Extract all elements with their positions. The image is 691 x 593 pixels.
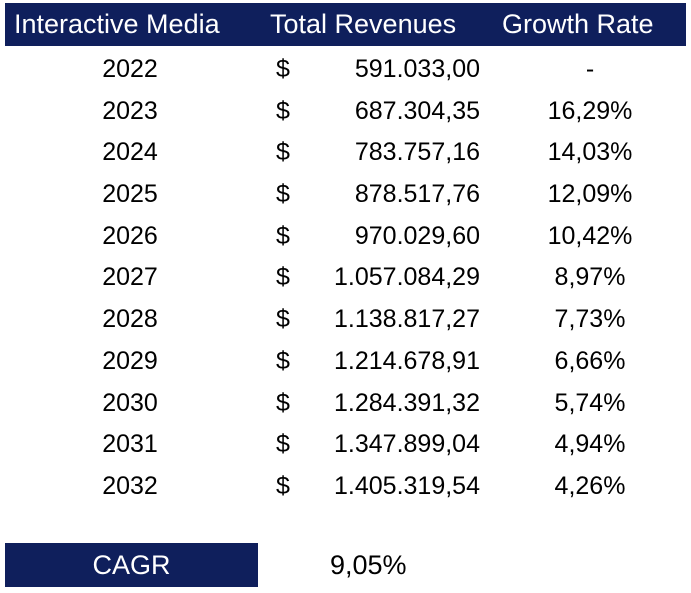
table-header: Interactive Media Total Revenues Growth … [5, 3, 686, 46]
growth-rate-cell: - [585, 55, 595, 83]
growth-rate-cell: 4,26% [554, 471, 626, 500]
revenue-cell: 1.138.817,27 [334, 305, 480, 334]
revenue-cell: 1.214.678,91 [334, 346, 480, 375]
year-cell: 2026 [102, 221, 158, 250]
growth-rate-cell: 8,97% [554, 263, 626, 292]
table-row: 2023 $ 687.304,35 16,29% [0, 91, 691, 133]
cagr-label: CAGR [5, 543, 258, 587]
year-cell: 2023 [102, 96, 158, 125]
year-cell: 2029 [102, 346, 158, 375]
year-cell: 2028 [102, 305, 158, 334]
table-row: 2026 $ 970.029,60 10,42% [0, 216, 691, 258]
revenue-cell: 1.347.899,04 [334, 430, 480, 459]
year-cell: 2022 [102, 55, 158, 83]
growth-rate-cell: 4,94% [554, 430, 626, 459]
table-row: 2025 $ 878.517,76 12,09% [0, 174, 691, 216]
growth-rate-cell: 10,42% [547, 221, 633, 250]
growth-rate-cell: 16,29% [547, 96, 633, 125]
growth-rate-cell: 7,73% [554, 305, 626, 334]
table-row: 2030 $ 1.284.391,32 5,74% [0, 383, 691, 425]
year-cell: 2032 [102, 471, 158, 500]
revenue-cell: 783.757,16 [354, 138, 480, 167]
table-row: 2024 $ 783.757,16 14,03% [0, 132, 691, 174]
table-row: 2031 $ 1.347.899,04 4,94% [0, 424, 691, 466]
revenue-cell: 687.304,35 [354, 96, 480, 125]
year-cell: 2031 [102, 430, 158, 459]
currency-symbol: $ [276, 96, 290, 125]
table-body: 2022 $ 591.033,00 - 2023 $ 687.304,35 16… [0, 49, 691, 508]
year-cell: 2030 [102, 388, 158, 417]
header-interactive-media: Interactive Media [14, 9, 220, 39]
revenue-cell: 1.057.084,29 [334, 263, 480, 292]
table-row: 2032 $ 1.405.319,54 4,26% [0, 466, 691, 508]
revenue-cell: 878.517,76 [354, 180, 480, 209]
currency-symbol: $ [276, 263, 290, 292]
currency-symbol: $ [276, 471, 290, 500]
cagr-value: 9,05% [330, 550, 407, 580]
revenue-cell: 1.284.391,32 [334, 388, 480, 417]
year-cell: 2025 [102, 180, 158, 209]
currency-symbol: $ [276, 388, 290, 417]
table-row: 2027 $ 1.057.084,29 8,97% [0, 257, 691, 299]
revenue-cell: 970.029,60 [354, 221, 480, 250]
table-row: 2022 $ 591.033,00 - [0, 49, 691, 91]
currency-symbol: $ [276, 138, 290, 167]
currency-symbol: $ [276, 430, 290, 459]
header-growth-rate: Growth Rate [502, 9, 654, 39]
growth-rate-cell: 5,74% [554, 388, 626, 417]
growth-rate-cell: 14,03% [547, 138, 633, 167]
revenue-cell: 591.033,00 [354, 55, 480, 83]
currency-symbol: $ [276, 180, 290, 209]
year-cell: 2027 [102, 263, 158, 292]
growth-rate-cell: 6,66% [554, 346, 626, 375]
currency-symbol: $ [276, 346, 290, 375]
growth-rate-cell: 12,09% [547, 180, 633, 209]
currency-symbol: $ [276, 305, 290, 334]
currency-symbol: $ [276, 221, 290, 250]
table-row: 2029 $ 1.214.678,91 6,66% [0, 341, 691, 383]
header-total-revenues: Total Revenues [270, 9, 457, 39]
revenue-cell: 1.405.319,54 [334, 471, 480, 500]
currency-symbol: $ [276, 55, 290, 83]
table-row: 2028 $ 1.138.817,27 7,73% [0, 299, 691, 341]
year-cell: 2024 [102, 138, 158, 167]
